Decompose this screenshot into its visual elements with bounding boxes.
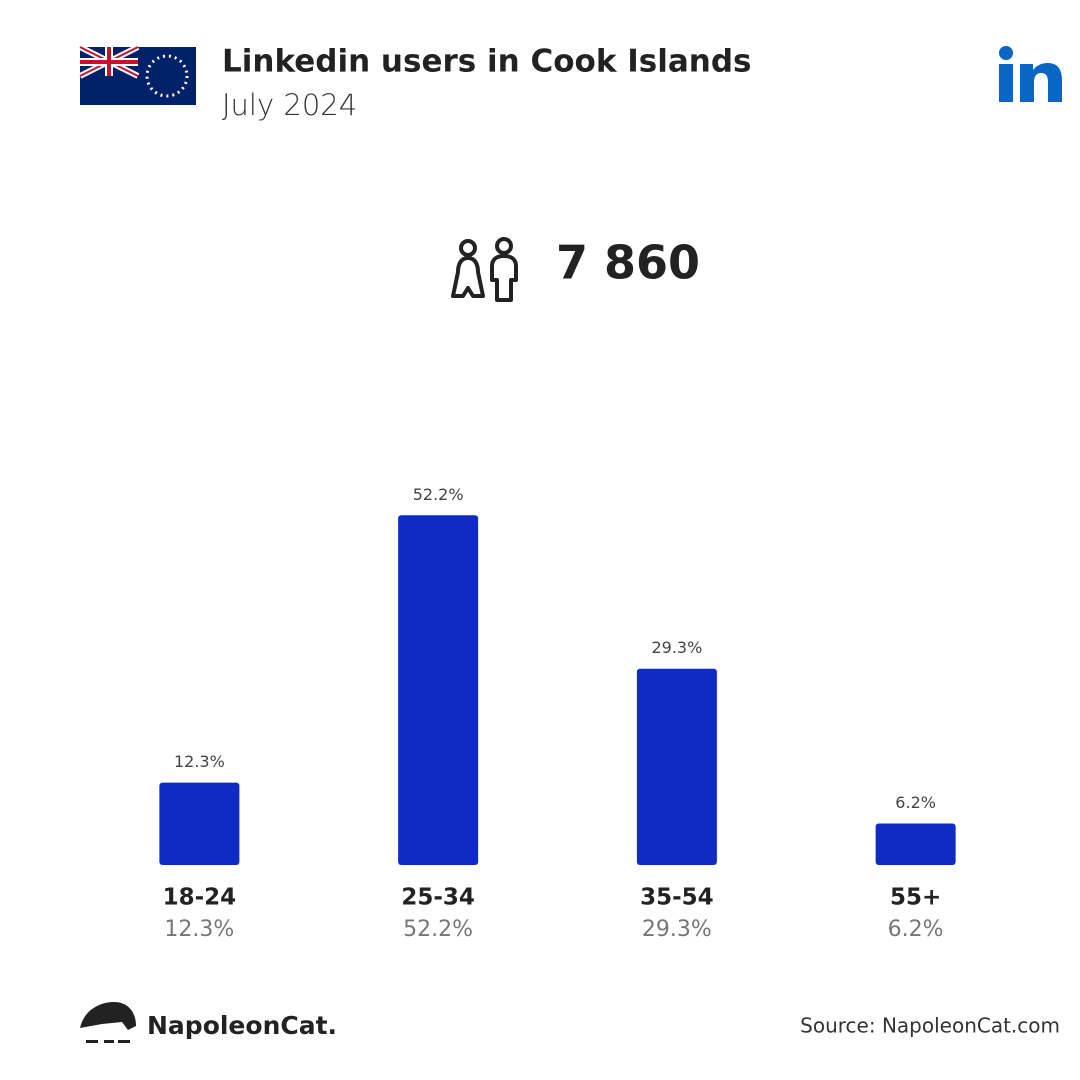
linkedin-logo (999, 46, 1062, 102)
total-users: 7 860 (556, 236, 700, 290)
flag (78, 44, 196, 105)
bar (398, 515, 479, 865)
source: Source: NapoleonCat.com (800, 1014, 1060, 1038)
bar (875, 823, 956, 865)
category-label: 25-34 (401, 885, 475, 911)
category-value: 52.2% (403, 917, 473, 942)
bar (636, 668, 717, 865)
category-label: 35-54 (640, 885, 714, 911)
bar-value-label: 52.2% (413, 485, 464, 504)
category-label: 18-24 (163, 885, 237, 911)
people-icon (451, 237, 518, 302)
brand-icon (80, 1002, 136, 1043)
bar (159, 782, 240, 865)
category-value: 6.2% (888, 917, 944, 942)
bar-value-label: 6.2% (895, 793, 936, 812)
title: Linkedin users in Cook Islands (222, 44, 752, 80)
category-value: 29.3% (642, 917, 712, 942)
category-label: 55+ (890, 885, 941, 911)
bar-value-label: 29.3% (651, 638, 702, 657)
bar-value-label: 12.3% (174, 752, 225, 771)
subtitle: July 2024 (222, 88, 357, 122)
brand: NapoleonCat. (147, 1011, 337, 1040)
category-value: 12.3% (164, 917, 234, 942)
